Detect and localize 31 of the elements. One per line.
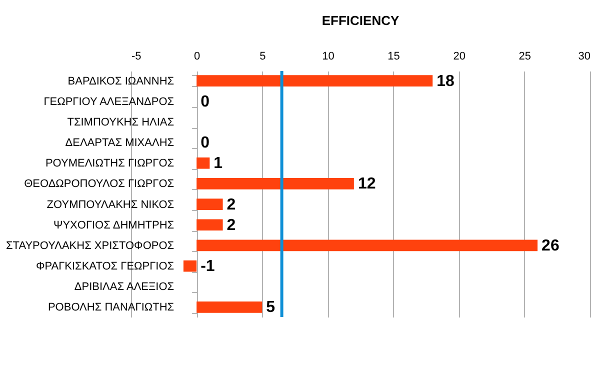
y-tick-label: ΒΑΡΔΙΚΟΣ ΙΩΑΝΝΗΣ bbox=[68, 75, 174, 88]
x-tick-label: 30 bbox=[578, 50, 590, 62]
data-label: 1 bbox=[214, 155, 223, 172]
y-tick-label: ΨΥΧΟΓΙΟΣ ΔΗΜΗΤΡΗΣ bbox=[54, 219, 174, 232]
data-label: 26 bbox=[542, 237, 560, 254]
x-tick-label: 0 bbox=[194, 50, 200, 62]
y-tick-label: ΖΟΥΜΠΟΥΛΑΚΗΣ ΝΙΚΟΣ bbox=[46, 198, 174, 211]
data-label: 18 bbox=[436, 72, 455, 90]
data-label: 5 bbox=[266, 299, 276, 316]
data-label: 2 bbox=[226, 216, 236, 234]
y-tick-label: ΡΟΥΜΕΛΙΩΤΗΣ ΓΙΩΡΓΟΣ bbox=[45, 158, 174, 170]
data-label: 0 bbox=[200, 134, 210, 152]
x-tick-label: -5 bbox=[132, 50, 142, 62]
y-tick-label: ΤΣΙΜΠΟΥΚΗΣ ΗΛΙΑΣ bbox=[67, 116, 174, 128]
data-label: 2 bbox=[226, 196, 236, 214]
x-tick-label: 20 bbox=[453, 50, 466, 62]
data-label: 12 bbox=[358, 176, 376, 193]
x-tick-label: 15 bbox=[388, 50, 400, 62]
y-tick-label: ΔΕΛΑΡΤΑΣ ΜΙΧΑΛΗΣ bbox=[65, 137, 174, 150]
y-tick-label: ΔΡΙΒΙΛΑΣ ΑΛΕΞΙΟΣ bbox=[74, 281, 174, 294]
y-tick-label: ΡΟΒΟΛΗΣ ΠΑΝΑΓΙΩΤΗΣ bbox=[48, 302, 174, 314]
x-tick-label: 5 bbox=[260, 50, 266, 62]
x-tick-label: 10 bbox=[322, 50, 334, 62]
data-label: -1 bbox=[200, 258, 215, 276]
y-tick-label: ΣΤΑΥΡΟΥΛΑΚΗΣ ΧΡΙΣΤΟΦΟΡΟΣ bbox=[6, 240, 174, 252]
x-tick-label: 25 bbox=[518, 50, 532, 62]
y-tick-label: ΓΕΩΡΓΙΟΥ ΑΛΕΞΑΝΔΡΟΣ bbox=[44, 96, 174, 108]
chart-title: EFFICIENCY bbox=[322, 13, 400, 28]
y-tick-label: ΘΕΟΔΩΡΟΠΟΥΛΟΣ ΓΙΩΡΓΟΣ bbox=[24, 178, 174, 190]
data-label: 0 bbox=[200, 93, 210, 110]
y-tick-label: ΦΡΑΓΚΙΣΚΑΤΟΣ ΓΕΩΡΓΙΟΣ bbox=[36, 260, 174, 273]
